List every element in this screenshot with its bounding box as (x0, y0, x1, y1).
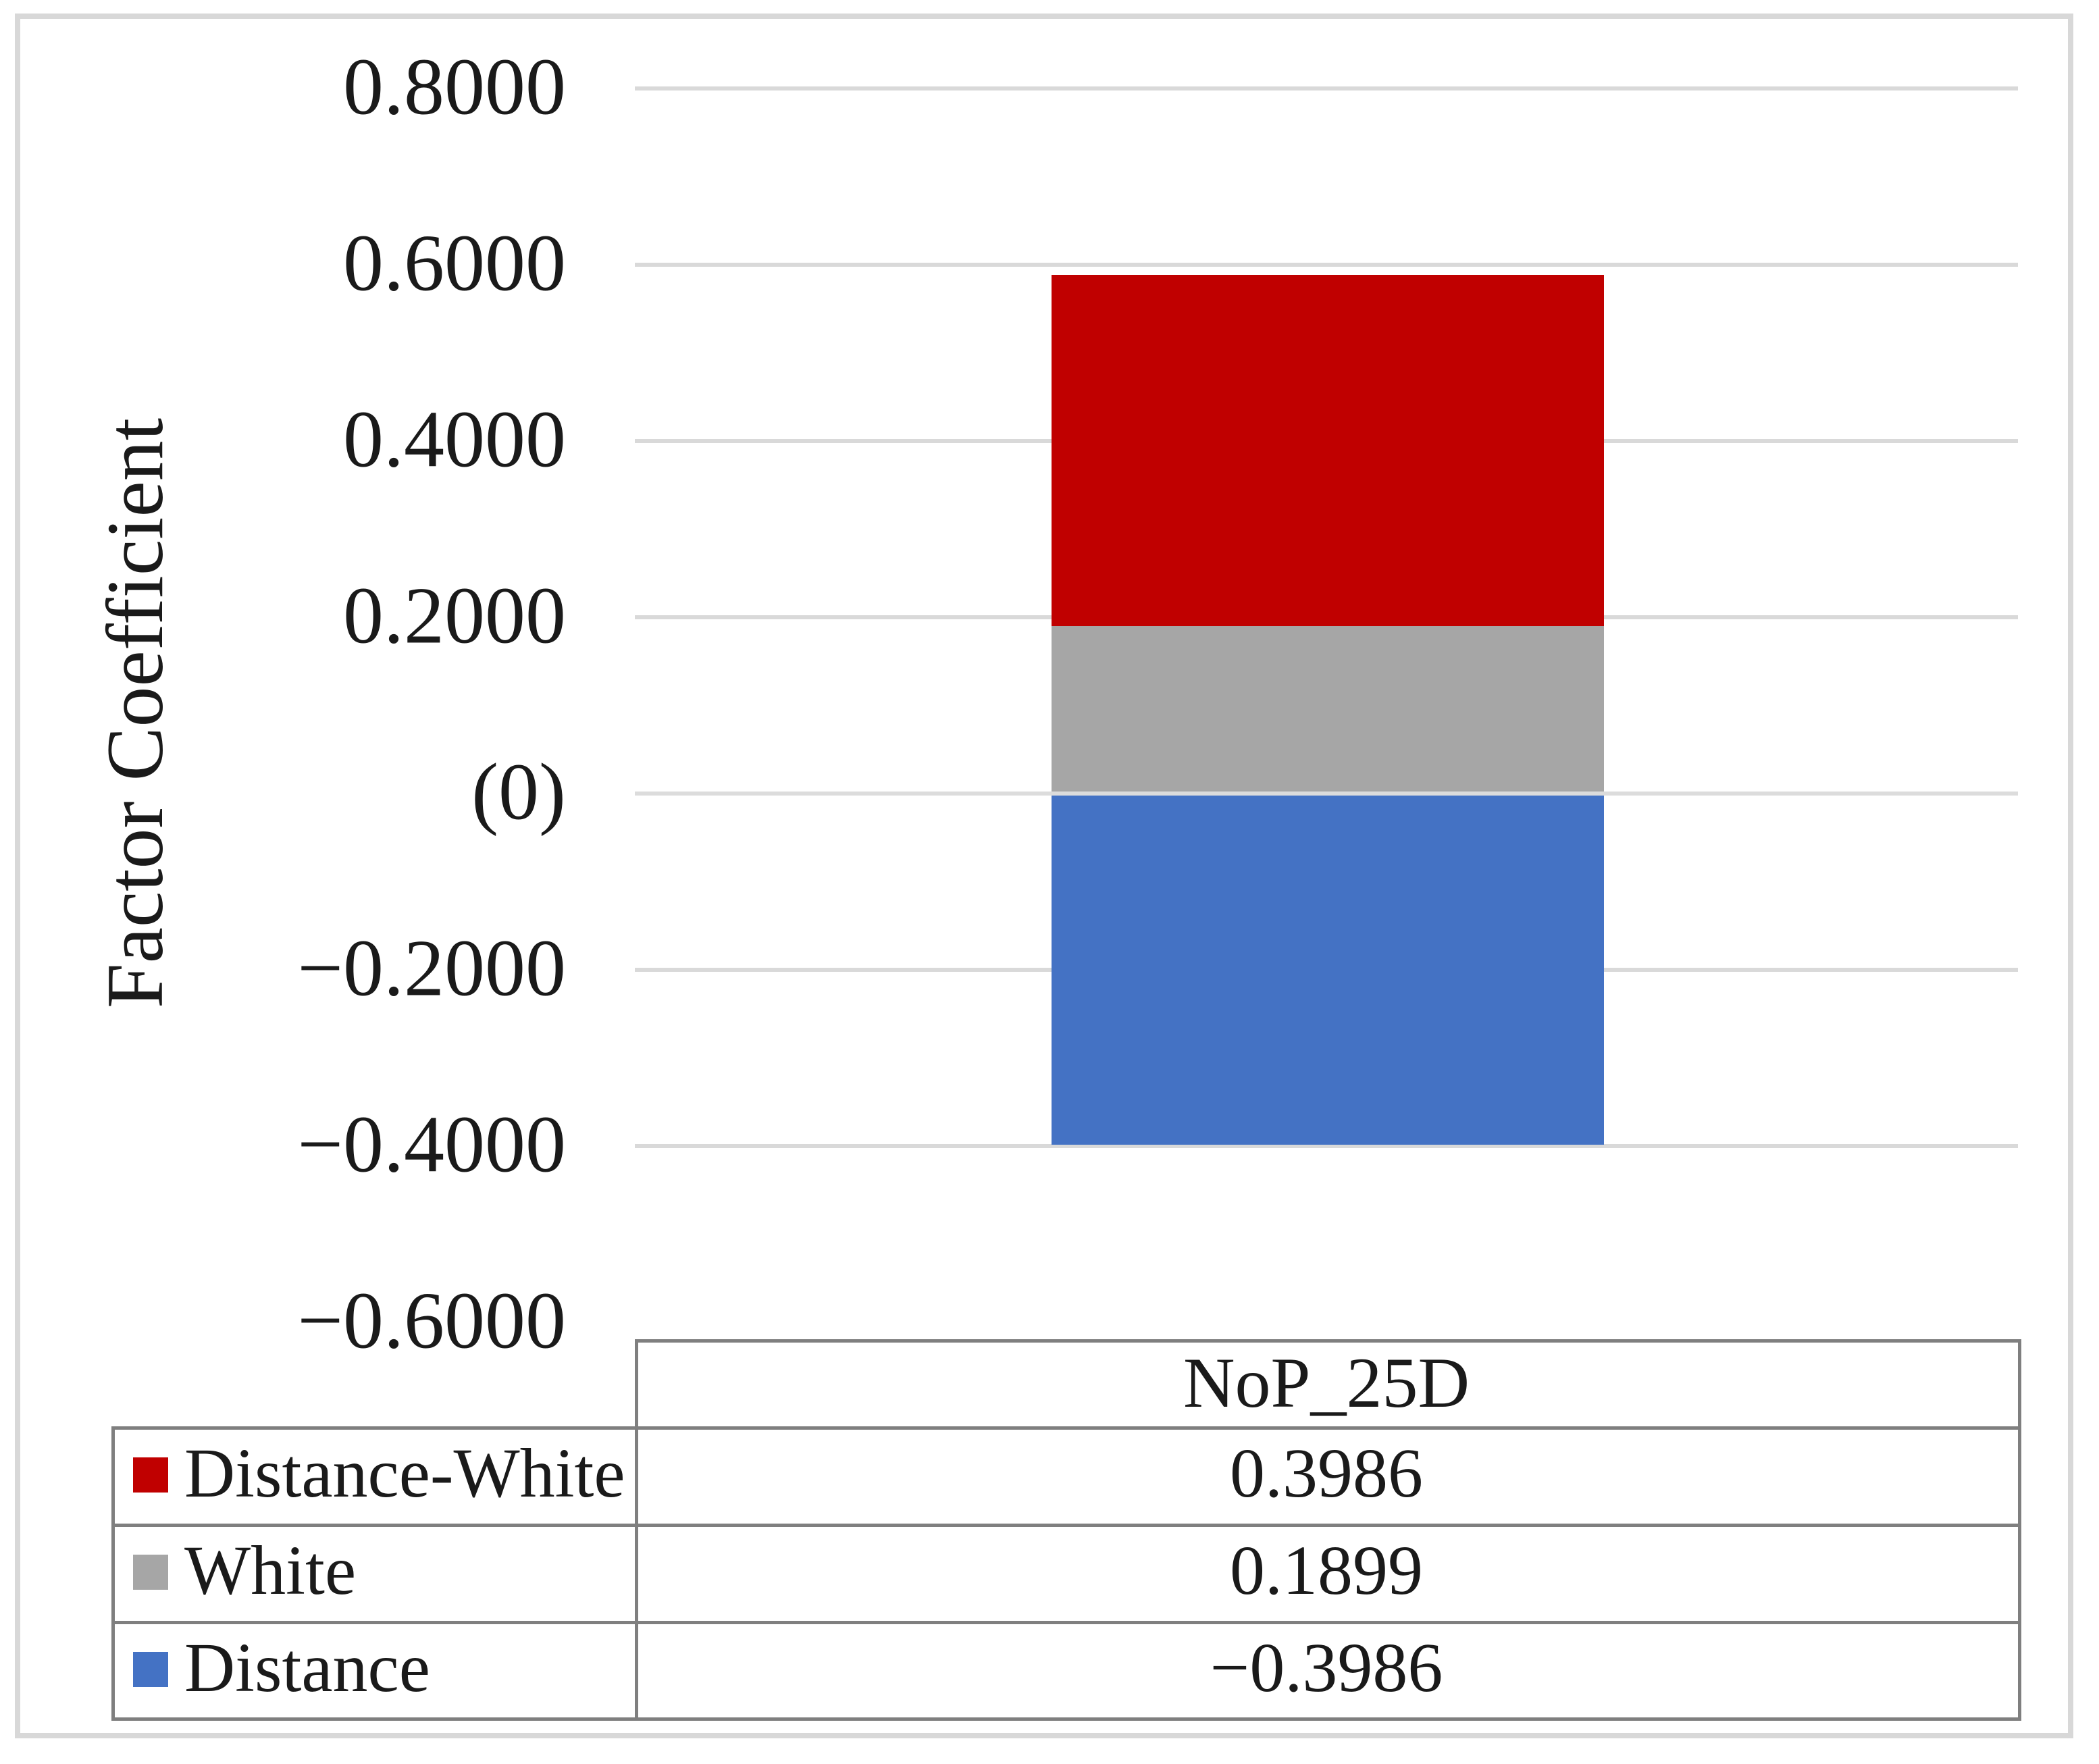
table-border-row2-top (111, 1524, 2021, 1527)
gridline (635, 1144, 2018, 1148)
table-border-right (2018, 1339, 2021, 1721)
table-border-bottom (111, 1717, 2021, 1721)
legend-key-white (133, 1555, 168, 1590)
legend-label-distance-white: Distance-White (184, 1434, 625, 1512)
y-axis-tick-label: 0.2000 (343, 570, 566, 660)
bar-segment-distance-white (1052, 275, 1604, 626)
table-border-left (111, 1426, 115, 1721)
y-axis-tick-label: (0) (471, 746, 566, 837)
figure-border-frame (15, 14, 2073, 1738)
table-border-divider (635, 1339, 638, 1721)
table-value-distance-white: 0.3986 (1230, 1434, 1423, 1512)
legend-label-white: White (184, 1531, 357, 1609)
legend-key-distance-white (133, 1457, 168, 1493)
table-value-white: 0.1899 (1230, 1531, 1423, 1609)
table-border-header-top (635, 1339, 2021, 1343)
table-border-row3-top (111, 1621, 2021, 1624)
legend-label-distance: Distance (184, 1628, 430, 1707)
y-axis-tick-label: −0.6000 (297, 1275, 566, 1366)
y-axis-tick-label: −0.2000 (297, 923, 566, 1013)
y-axis-title: Factor Coefficient (90, 417, 180, 1009)
y-axis-tick-label: −0.4000 (297, 1099, 566, 1189)
zero-baseline-gridline (635, 792, 2018, 796)
table-column-header: NoP_25D (1183, 1343, 1470, 1422)
legend-key-distance (133, 1652, 168, 1687)
y-axis-tick-label: 0.4000 (343, 394, 566, 484)
gridline (635, 263, 2018, 267)
y-axis-tick-label: 0.6000 (343, 217, 566, 308)
table-value-distance: −0.3986 (1210, 1628, 1443, 1707)
table-border-row1-top (111, 1426, 2021, 1430)
bar-segment-distance (1052, 794, 1604, 1145)
y-axis-tick-label: 0.8000 (343, 41, 566, 132)
bar-segment-white (1052, 626, 1604, 794)
gridline (635, 86, 2018, 90)
